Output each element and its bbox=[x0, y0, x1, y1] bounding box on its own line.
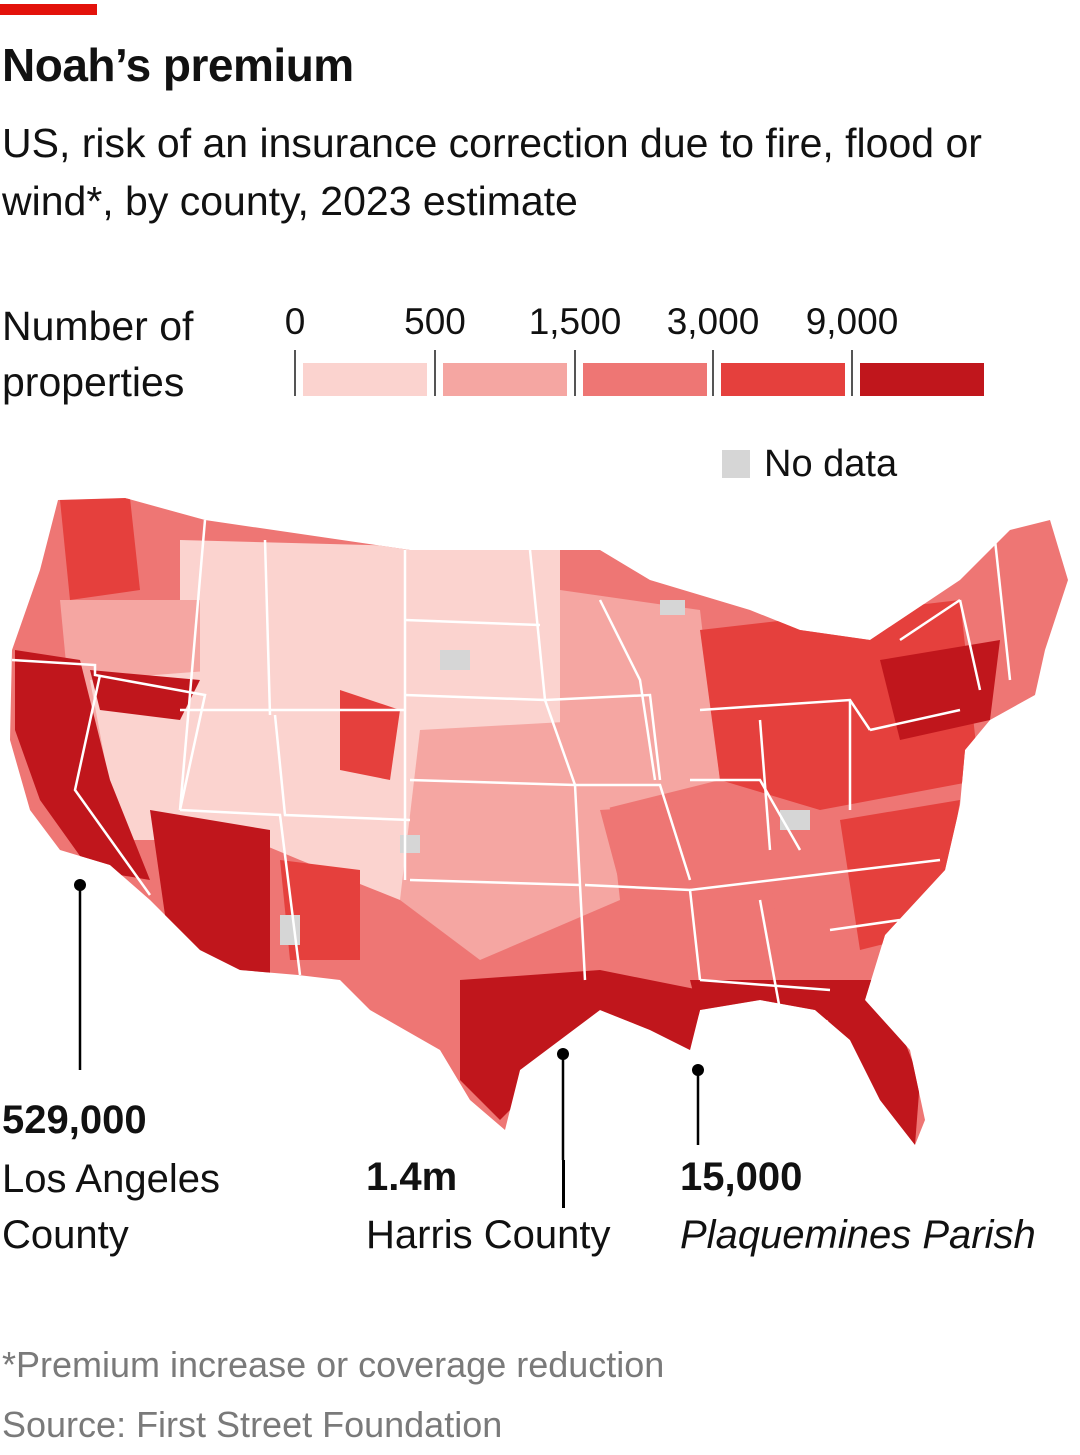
legend-title-line2: properties bbox=[2, 359, 185, 405]
legend-tick-mark bbox=[294, 350, 296, 396]
map-fill bbox=[10, 498, 1068, 1145]
callout-markers bbox=[74, 879, 704, 1160]
state-borders bbox=[11, 519, 1012, 1011]
us-county-map bbox=[10, 498, 1068, 1160]
footnote: *Premium increase or coverage reduction bbox=[2, 1344, 665, 1385]
callout-la-name-line2: County bbox=[2, 1213, 129, 1257]
legend-tick-1500: 1,500 bbox=[528, 301, 622, 342]
legend-title-line1: Number of bbox=[2, 303, 194, 349]
legend-tick-9000: 9,000 bbox=[805, 301, 899, 342]
callout-harris-name: Harris County bbox=[366, 1213, 611, 1257]
legend-tick-0: 0 bbox=[284, 301, 306, 342]
legend-swatch-9000-plus bbox=[860, 363, 984, 396]
callout-harris-value: 1.4m bbox=[366, 1155, 458, 1199]
legend-swatch-3000-9000 bbox=[721, 363, 845, 396]
accent-bar bbox=[0, 4, 97, 15]
legend-no-data: No data bbox=[722, 442, 898, 485]
legend-title: Number of properties bbox=[2, 298, 262, 410]
callout-plaquemines-value: 15,000 bbox=[680, 1155, 803, 1199]
legend-swatch-1500-3000 bbox=[583, 363, 707, 396]
callout-plaquemines-name: Plaquemines Parish bbox=[680, 1213, 1036, 1257]
no-data-swatch bbox=[722, 450, 750, 478]
legend-tick-mark bbox=[574, 350, 576, 396]
source-note: Source: First Street Foundation bbox=[2, 1404, 503, 1445]
chart-title: Noah’s premium bbox=[2, 39, 354, 91]
legend-tick-mark bbox=[712, 350, 714, 396]
legend-tick-mark bbox=[434, 350, 436, 396]
legend-tick-mark bbox=[851, 350, 853, 396]
legend-tick-3000: 3,000 bbox=[666, 301, 760, 342]
chart-subtitle: US, risk of an insurance correction due … bbox=[2, 120, 982, 224]
legend-swatch-500-1500 bbox=[443, 363, 567, 396]
legend-tick-500: 500 bbox=[404, 301, 466, 342]
callout-la-name-line1: Los Angeles bbox=[2, 1157, 220, 1201]
no-data-label: No data bbox=[764, 442, 898, 485]
legend-swatch-0-500 bbox=[303, 363, 427, 396]
callout-la-value: 529,000 bbox=[2, 1098, 147, 1142]
harris-leader-extension bbox=[562, 1160, 565, 1208]
footer: *Premium increase or coverage reduction … bbox=[2, 1335, 664, 1455]
